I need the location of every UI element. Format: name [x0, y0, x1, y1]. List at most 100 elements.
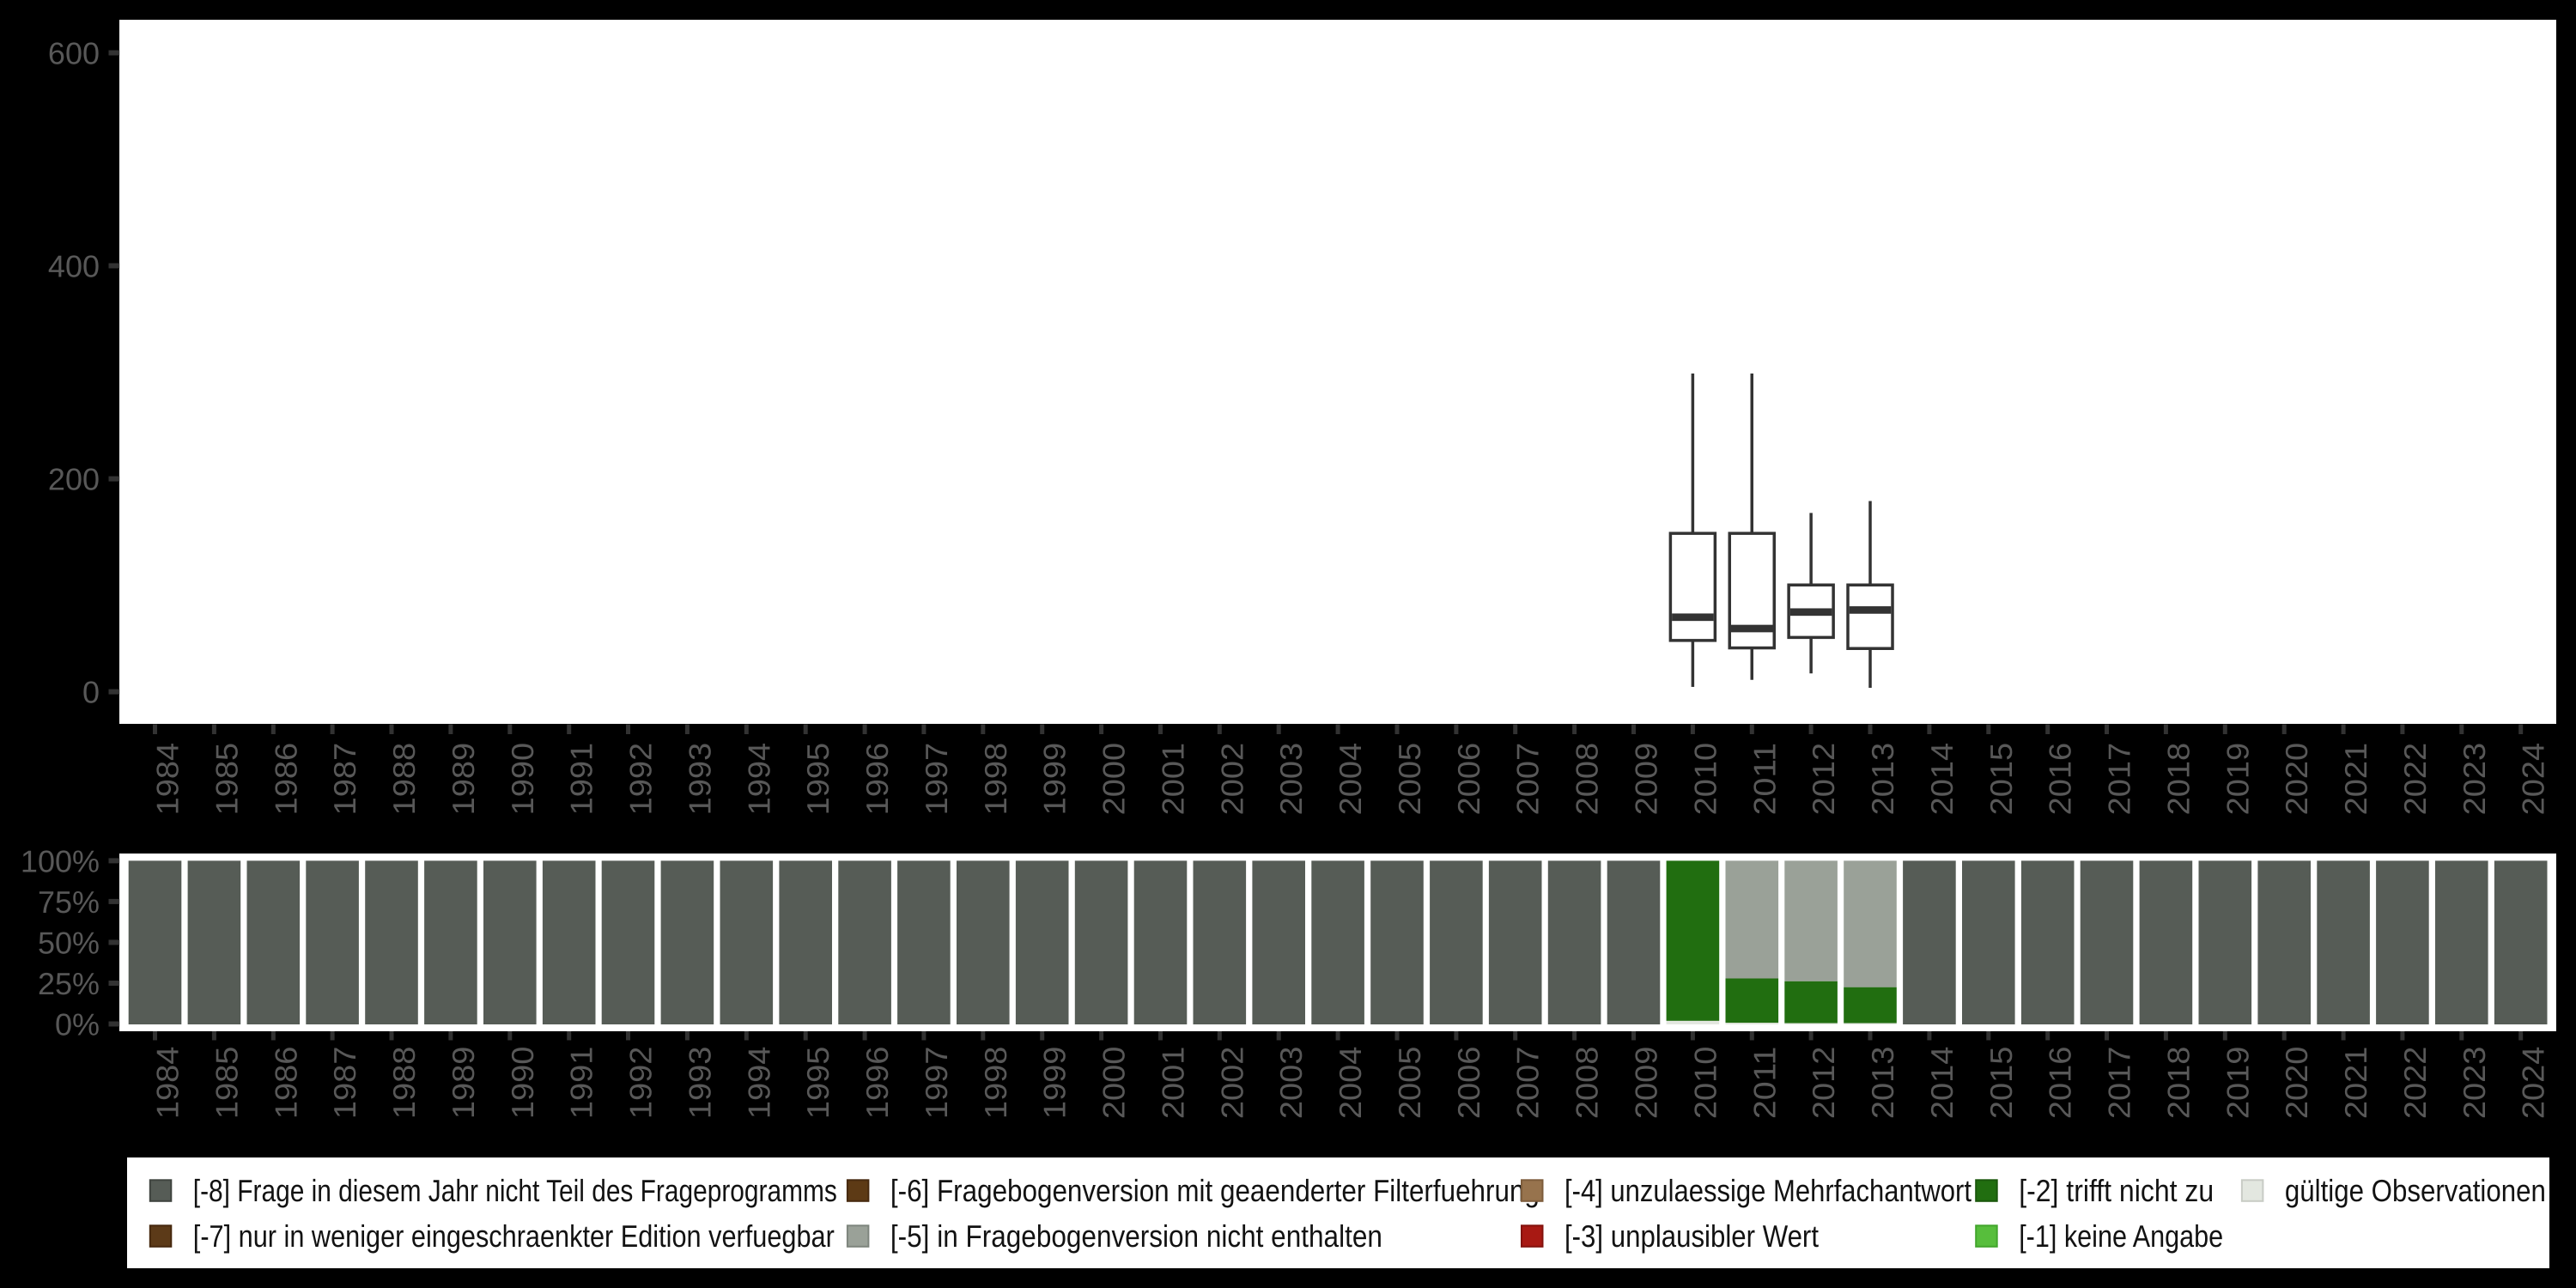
svg-text:[-1] keine Angabe: [-1] keine Angabe	[2019, 1218, 2223, 1254]
svg-text:[-4] unzulaessige Mehrfachantw: [-4] unzulaessige Mehrfachantwort	[1564, 1173, 1971, 1208]
svg-text:2023: 2023	[2457, 1047, 2492, 1120]
svg-text:2015: 2015	[1984, 743, 2019, 816]
svg-text:2015: 2015	[1984, 1047, 2019, 1120]
svg-text:2005: 2005	[1392, 743, 1427, 816]
svg-text:1988: 1988	[386, 1047, 422, 1120]
svg-text:[-3] unplausibler Wert: [-3] unplausibler Wert	[1564, 1218, 1819, 1254]
svg-text:2006: 2006	[1451, 1047, 1486, 1120]
svg-text:2020: 2020	[2279, 743, 2314, 816]
svg-text:1999: 1999	[1037, 1047, 1072, 1120]
svg-text:2017: 2017	[2102, 743, 2137, 816]
svg-text:2024: 2024	[2516, 743, 2551, 816]
svg-text:1990: 1990	[505, 1047, 540, 1120]
svg-text:2014: 2014	[1924, 743, 1959, 816]
svg-text:2018: 2018	[2160, 1047, 2196, 1120]
svg-text:2000: 2000	[1097, 743, 1132, 816]
svg-text:100%: 100%	[21, 843, 100, 878]
svg-text:[-2] trifft nicht zu: [-2] trifft nicht zu	[2019, 1173, 2214, 1208]
svg-text:2011: 2011	[1747, 1047, 1782, 1120]
svg-text:2019: 2019	[2220, 743, 2255, 816]
svg-text:50%: 50%	[38, 926, 100, 961]
svg-text:1999: 1999	[1037, 743, 1072, 816]
svg-text:1997: 1997	[919, 743, 954, 816]
svg-text:1998: 1998	[978, 743, 1013, 816]
svg-text:2007: 2007	[1510, 1047, 1546, 1120]
svg-text:2010: 2010	[1687, 1047, 1722, 1120]
svg-text:1985: 1985	[209, 743, 244, 816]
svg-text:1995: 1995	[800, 1047, 835, 1120]
svg-text:1988: 1988	[386, 743, 422, 816]
svg-text:2024: 2024	[2516, 1047, 2551, 1120]
svg-text:1997: 1997	[919, 1047, 954, 1120]
svg-text:2009: 2009	[1629, 1047, 1664, 1120]
svg-text:1993: 1993	[682, 1047, 717, 1120]
svg-text:2011: 2011	[1747, 743, 1782, 816]
svg-text:2003: 2003	[1273, 1047, 1309, 1120]
svg-text:2001: 2001	[1156, 1047, 1191, 1120]
svg-text:1987: 1987	[327, 1047, 362, 1120]
svg-text:75%: 75%	[38, 884, 100, 920]
svg-text:1993: 1993	[682, 743, 717, 816]
svg-text:2021: 2021	[2338, 1047, 2373, 1120]
svg-text:2010: 2010	[1687, 743, 1722, 816]
svg-text:2014: 2014	[1924, 1047, 1959, 1120]
svg-text:[-8] Frage in diesem Jahr nich: [-8] Frage in diesem Jahr nicht Teil des…	[193, 1173, 837, 1208]
svg-text:2000: 2000	[1097, 1047, 1132, 1120]
svg-text:2023: 2023	[2457, 743, 2492, 816]
svg-text:2022: 2022	[2397, 1047, 2433, 1120]
svg-text:1989: 1989	[446, 743, 481, 816]
svg-text:0%: 0%	[55, 1007, 100, 1042]
svg-text:2016: 2016	[2043, 1047, 2078, 1120]
svg-text:1984: 1984	[150, 1047, 185, 1120]
svg-text:2016: 2016	[2043, 743, 2078, 816]
svg-text:2004: 2004	[1333, 1047, 1368, 1120]
svg-text:2021: 2021	[2338, 743, 2373, 816]
svg-text:2013: 2013	[1865, 1047, 1900, 1120]
svg-text:2005: 2005	[1392, 1047, 1427, 1120]
svg-text:2008: 2008	[1570, 743, 1605, 816]
svg-text:1991: 1991	[564, 1047, 599, 1120]
svg-text:2007: 2007	[1510, 743, 1546, 816]
svg-text:400: 400	[48, 249, 100, 284]
svg-text:1992: 1992	[623, 743, 659, 816]
svg-text:2012: 2012	[1806, 743, 1841, 816]
svg-text:1986: 1986	[268, 1047, 303, 1120]
svg-text:2001: 2001	[1156, 743, 1191, 816]
svg-text:1998: 1998	[978, 1047, 1013, 1120]
svg-text:[-7] nur in weniger eingeschra: [-7] nur in weniger eingeschraenkter Edi…	[193, 1218, 835, 1254]
svg-text:1991: 1991	[564, 743, 599, 816]
svg-text:2022: 2022	[2397, 743, 2433, 816]
svg-text:2002: 2002	[1214, 743, 1249, 816]
svg-text:2020: 2020	[2279, 1047, 2314, 1120]
svg-text:[-5] in Fragebogenversion nich: [-5] in Fragebogenversion nicht enthalte…	[890, 1218, 1382, 1254]
svg-text:1990: 1990	[505, 743, 540, 816]
svg-text:1985: 1985	[209, 1047, 244, 1120]
svg-text:1992: 1992	[623, 1047, 659, 1120]
svg-text:1994: 1994	[741, 1047, 776, 1120]
svg-text:1989: 1989	[446, 1047, 481, 1120]
svg-text:1987: 1987	[327, 743, 362, 816]
svg-text:[-6] Fragebogenversion mit gea: [-6] Fragebogenversion mit geaenderter F…	[890, 1173, 1540, 1208]
svg-text:1996: 1996	[860, 743, 895, 816]
svg-text:1995: 1995	[800, 743, 835, 816]
svg-text:2003: 2003	[1273, 743, 1309, 816]
svg-text:2006: 2006	[1451, 743, 1486, 816]
svg-text:2002: 2002	[1214, 1047, 1249, 1120]
svg-text:2018: 2018	[2160, 743, 2196, 816]
svg-text:0: 0	[82, 675, 100, 710]
svg-text:2009: 2009	[1629, 743, 1664, 816]
svg-text:600: 600	[48, 36, 100, 71]
svg-text:2012: 2012	[1806, 1047, 1841, 1120]
svg-text:25%: 25%	[38, 966, 100, 1001]
svg-text:200: 200	[48, 462, 100, 497]
svg-text:1984: 1984	[150, 743, 185, 816]
svg-text:2019: 2019	[2220, 1047, 2255, 1120]
svg-text:2013: 2013	[1865, 743, 1900, 816]
svg-text:2017: 2017	[2102, 1047, 2137, 1120]
svg-text:1994: 1994	[741, 743, 776, 816]
svg-text:2008: 2008	[1570, 1047, 1605, 1120]
svg-text:2004: 2004	[1333, 743, 1368, 816]
svg-text:1986: 1986	[268, 743, 303, 816]
svg-text:1996: 1996	[860, 1047, 895, 1120]
svg-text:gültige Observationen: gültige Observationen	[2285, 1173, 2546, 1208]
